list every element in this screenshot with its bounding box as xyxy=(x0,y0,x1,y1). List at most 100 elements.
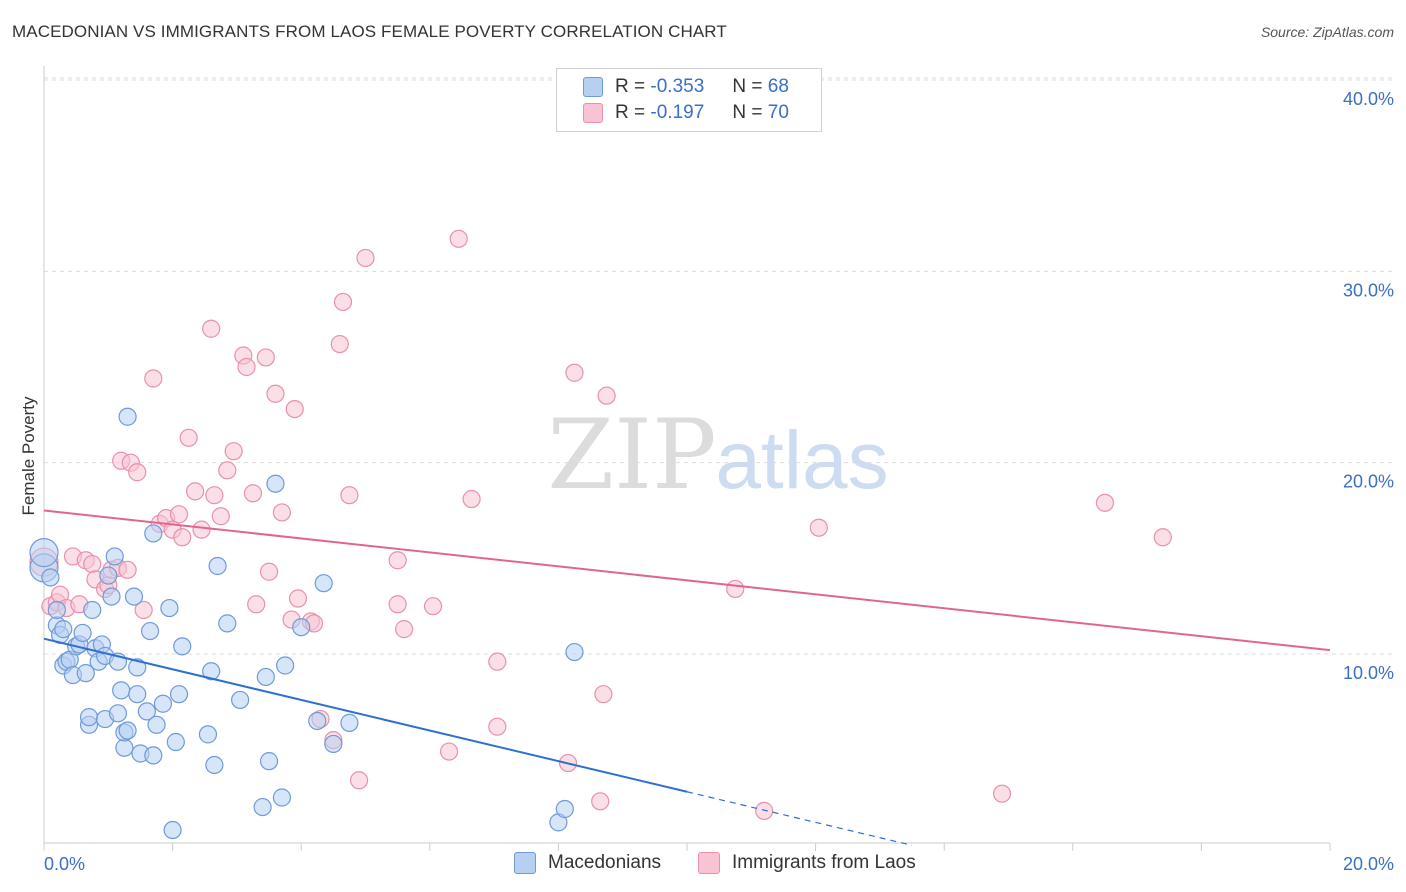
data-point-macedonians xyxy=(218,614,237,633)
data-point-macedonians xyxy=(140,621,160,641)
data-point-macedonians xyxy=(99,566,118,585)
data-point-laos xyxy=(237,357,256,377)
data-point-laos xyxy=(394,620,414,639)
y-tick-labels: 10.0% 20.0% 30.0% 40.0% xyxy=(1343,89,1394,683)
data-point-laos xyxy=(144,369,163,388)
data-point-macedonians xyxy=(105,547,124,566)
data-point-macedonians xyxy=(169,685,189,704)
data-point-laos xyxy=(179,428,198,447)
trend-line-macedonians xyxy=(43,637,688,793)
data-point-laos xyxy=(134,600,153,620)
y-tick-label: 20.0% xyxy=(1343,472,1394,492)
data-point-macedonians xyxy=(340,713,359,732)
data-point-macedonians xyxy=(112,681,131,700)
data-point-macedonians xyxy=(324,734,343,754)
trend-line-macedonians-extension xyxy=(686,791,913,846)
axes xyxy=(43,66,1331,851)
data-point-macedonians xyxy=(47,600,66,620)
data-point-laos xyxy=(243,484,263,503)
legend-r-value: -0.353 xyxy=(650,76,705,97)
data-point-laos xyxy=(272,503,292,522)
data-point-laos xyxy=(288,589,308,608)
bottom-legend-swatch-blue xyxy=(514,852,536,874)
data-point-macedonians xyxy=(83,600,102,620)
watermark-atlas: atlas xyxy=(715,415,888,506)
data-point-macedonians xyxy=(272,788,292,807)
data-point-laos xyxy=(333,292,353,312)
bottom-legend-macedonians: Macedonians xyxy=(514,852,661,874)
data-point-macedonians xyxy=(79,708,99,727)
data-point-laos xyxy=(224,442,243,461)
data-point-macedonians xyxy=(256,667,275,687)
trend-line-laos xyxy=(43,509,1331,652)
watermark: ZIP atlas xyxy=(547,399,888,511)
data-point-laos xyxy=(205,486,224,505)
data-point-macedonians xyxy=(29,537,59,568)
data-point-macedonians xyxy=(54,620,73,639)
data-point-macedonians xyxy=(253,797,272,817)
data-point-laos xyxy=(423,597,443,616)
data-point-laos xyxy=(340,486,359,505)
data-point-laos xyxy=(462,489,481,509)
data-point-macedonians xyxy=(76,664,95,683)
data-point-macedonians xyxy=(259,752,279,771)
chart-title: MACEDONIAN VS IMMIGRANTS FROM LAOS FEMAL… xyxy=(12,22,727,41)
legend-r-value: -0.197 xyxy=(650,102,705,123)
data-point-macedonians xyxy=(108,704,128,723)
data-point-laos xyxy=(597,386,616,405)
data-point-macedonians xyxy=(124,587,144,606)
bottom-legend-label: Macedonians xyxy=(548,852,662,873)
data-point-macedonians xyxy=(144,746,163,765)
data-point-macedonians xyxy=(160,598,179,618)
data-point-laos xyxy=(565,363,584,382)
data-point-macedonians xyxy=(555,799,574,819)
data-point-laos xyxy=(449,229,468,248)
data-point-laos xyxy=(356,248,375,268)
data-point-laos xyxy=(388,595,407,614)
data-point-macedonians xyxy=(202,662,221,681)
data-point-laos xyxy=(83,554,102,574)
data-point-laos xyxy=(118,560,137,579)
data-point-laos xyxy=(755,801,774,820)
chart-source: Source: ZipAtlas.com xyxy=(1260,24,1394,40)
data-point-macedonians xyxy=(41,568,60,587)
x-tick-label-max: 20.0% xyxy=(1343,854,1394,874)
y-tick-label: 10.0% xyxy=(1343,663,1394,683)
data-point-macedonians xyxy=(153,694,173,713)
data-point-laos xyxy=(439,742,459,761)
watermark-zip: ZIP xyxy=(547,399,716,511)
legend-n-value: 68 xyxy=(767,76,789,97)
data-point-macedonians xyxy=(198,725,218,744)
legend-r-label: R = xyxy=(615,76,646,97)
data-point-macedonians xyxy=(115,738,134,757)
data-point-macedonians xyxy=(292,618,311,637)
data-point-laos xyxy=(186,482,205,501)
data-point-macedonians xyxy=(276,656,295,675)
y-tick-label: 40.0% xyxy=(1343,89,1394,109)
data-point-macedonians xyxy=(144,524,163,543)
data-point-macedonians xyxy=(102,587,121,606)
data-point-macedonians xyxy=(73,623,92,643)
data-point-laos xyxy=(330,334,349,354)
data-point-laos xyxy=(247,595,266,614)
legend-row-macedonians: R = -0.353 N = 68 xyxy=(583,75,789,99)
data-point-macedonians xyxy=(173,637,192,656)
data-point-laos xyxy=(218,461,237,480)
data-point-laos xyxy=(594,685,613,704)
data-point-laos xyxy=(256,348,275,367)
data-point-macedonians xyxy=(308,711,327,731)
data-point-macedonians xyxy=(166,732,185,752)
data-point-laos xyxy=(192,520,211,539)
data-point-laos xyxy=(488,652,507,671)
legend-swatch-pink xyxy=(583,103,603,123)
bottom-legend-swatch-pink xyxy=(698,852,720,874)
legend-row-laos: R = -0.197 N = 70 xyxy=(583,101,789,125)
correlation-legend: R = -0.353 N = 68 R = -0.197 N = 70 xyxy=(556,68,822,132)
data-point-macedonians xyxy=(118,407,137,426)
legend-n-value: 70 xyxy=(767,102,789,123)
data-point-macedonians xyxy=(128,658,147,677)
bottom-legend-laos: Immigrants from Laos xyxy=(698,852,916,874)
data-point-macedonians xyxy=(163,820,182,840)
data-point-laos xyxy=(349,771,369,790)
